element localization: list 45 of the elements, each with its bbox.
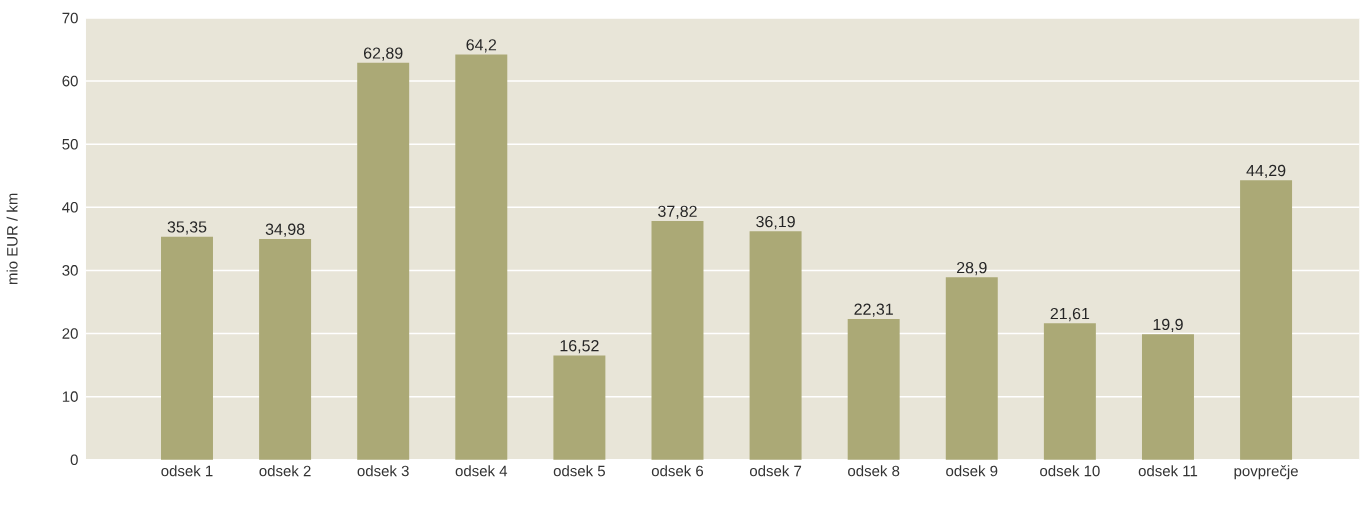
y-tick-label: 50: [62, 139, 78, 150]
x-tick-label: odsek 7: [749, 465, 802, 477]
x-tick-label: odsek 4: [455, 465, 508, 477]
x-tick-label: odsek 6: [651, 465, 704, 477]
x-tick-label: odsek 8: [848, 465, 900, 477]
y-tick-label: 10: [62, 391, 78, 403]
data-label: 62,89: [364, 47, 403, 61]
x-tick-label: odsek 10: [1040, 465, 1100, 477]
data-label: 19,9: [1153, 318, 1183, 333]
data-label: 21,61: [1050, 308, 1090, 322]
data-label: 34,98: [265, 223, 305, 237]
bar: [357, 63, 410, 460]
bar: [455, 54, 508, 460]
y-tick-label: 60: [62, 75, 78, 87]
data-label: 44,29: [1246, 164, 1286, 179]
bar: [749, 231, 802, 460]
y-tick-label: 70: [62, 12, 78, 24]
bar: [1043, 323, 1096, 460]
x-tick-label: odsek 2: [259, 465, 311, 477]
bar: [553, 355, 606, 460]
data-label: 22,31: [854, 303, 893, 317]
data-label: 35,35: [167, 221, 207, 235]
x-tick-label: odsek 5: [553, 465, 605, 477]
y-tick-label: 0: [70, 454, 78, 466]
data-label: 16,52: [560, 340, 599, 354]
y-tick-label: 20: [62, 328, 78, 339]
x-tick-label: odsek 1: [161, 465, 213, 477]
bar: [161, 236, 213, 460]
x-tick-label: odsek 9: [946, 465, 998, 477]
x-tick-label: odsek 11: [1138, 465, 1198, 477]
bar: [1141, 334, 1194, 460]
y-tick-label: 30: [62, 265, 78, 276]
bar: [847, 319, 900, 460]
bar: [651, 221, 704, 460]
bar: [259, 239, 312, 460]
x-tick-label: povprečje: [1234, 465, 1298, 480]
data-label: 64,2: [466, 39, 497, 53]
y-tick-label: 40: [62, 202, 78, 213]
x-tick-label: odsek 3: [357, 465, 409, 477]
bar: [945, 277, 998, 460]
data-label: 37,82: [658, 205, 697, 220]
data-label: 36,19: [756, 216, 795, 230]
data-label: 28,9: [957, 262, 987, 276]
y-axis-title: mio EUR / km: [6, 193, 18, 285]
bar: [1240, 180, 1293, 460]
